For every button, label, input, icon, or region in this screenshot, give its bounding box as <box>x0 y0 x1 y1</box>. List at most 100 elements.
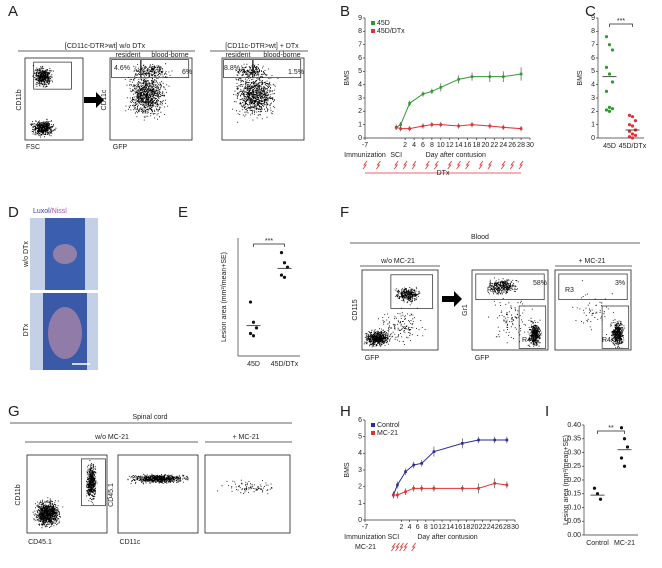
panel-letter: H <box>340 403 351 420</box>
data-point <box>505 483 509 487</box>
panel-text: resident <box>226 52 251 59</box>
stain-label: Luxol/Nissl <box>33 208 67 215</box>
data-point <box>630 124 635 128</box>
cytometry-plot <box>554 269 632 351</box>
data-point <box>394 126 398 129</box>
data-point <box>432 450 436 453</box>
panel-text: CD11b <box>15 484 22 505</box>
panel-letter: E <box>178 204 188 221</box>
x-tick-label: 10 <box>430 524 438 531</box>
y-axis-label: BMS <box>344 70 351 86</box>
panel-text: CD115 <box>352 299 359 320</box>
data-point <box>282 275 287 279</box>
x-tick-label: 8 <box>424 524 428 531</box>
data-point <box>396 493 399 497</box>
legend-label: 45D <box>377 20 390 27</box>
y-axis-label: Lesion area (mm²/mean+SE) <box>563 435 570 525</box>
data-point <box>627 113 632 117</box>
x-tick-label: 8 <box>430 142 434 149</box>
treatment-marker <box>509 160 515 170</box>
panel-letter: I <box>545 403 549 420</box>
x-tick-label: Control <box>586 540 609 547</box>
x-tick-label: 45D/DTx <box>619 143 647 150</box>
data-point <box>457 78 460 81</box>
y-tick-label: 0.40 <box>567 422 581 429</box>
significance-bracket <box>609 23 633 27</box>
y-tick-label: 6 <box>358 417 362 424</box>
treatment-label: MC-21 <box>355 544 376 551</box>
series-line <box>393 482 507 496</box>
panel-text: GFP <box>113 144 128 151</box>
panel-letter: G <box>8 403 20 420</box>
data-point <box>630 132 635 136</box>
panel-text: R4 <box>522 337 531 344</box>
panel-letter: B <box>340 3 350 20</box>
gate <box>518 305 547 349</box>
data-point <box>630 115 635 119</box>
data-point <box>610 107 615 111</box>
panel-text: CD11c <box>120 539 141 546</box>
significance-bracket <box>597 430 625 434</box>
y-tick-label: 6 <box>358 55 362 62</box>
y-tick-label: 3 <box>591 95 595 102</box>
cytometry-dots <box>124 63 173 121</box>
y-tick-label: 4 <box>358 450 362 457</box>
data-point <box>633 119 638 123</box>
y-tick-label: 9 <box>591 15 595 22</box>
data-point <box>604 89 609 93</box>
data-point <box>460 442 464 445</box>
data-point <box>421 124 425 128</box>
significance-bracket <box>253 243 285 247</box>
cytometry-dots <box>572 280 625 349</box>
data-point <box>432 487 436 490</box>
panel-text: resident <box>116 52 141 59</box>
panel-letter: C <box>585 3 596 20</box>
panel-text: Gr1 <box>462 304 469 316</box>
x-tick-label: 2 <box>403 142 407 149</box>
panel-text: 1.5% <box>288 69 304 76</box>
treatment-marker <box>391 542 396 552</box>
y-tick-label: 5 <box>358 68 362 75</box>
data-point <box>412 463 415 467</box>
data-point <box>248 331 253 336</box>
data-point <box>251 320 256 324</box>
y-tick-label: 3 <box>358 95 362 102</box>
y-tick-label: 7 <box>358 42 362 49</box>
gate <box>223 59 253 79</box>
x-tick-label: 12 <box>446 142 454 149</box>
treatment-marker <box>478 160 484 170</box>
y-tick-label: 1 <box>358 500 362 507</box>
data-point <box>619 426 624 430</box>
x-tick-label: 26 <box>508 142 516 149</box>
x-tick-label: 22 <box>490 142 498 149</box>
y-tick-label: 2 <box>358 484 362 491</box>
panel-text: 4.6% <box>114 65 130 72</box>
panel-text: 8.8% <box>224 65 240 72</box>
data-point <box>501 75 505 78</box>
y-tick-label: 4 <box>358 82 362 89</box>
data-point <box>439 86 443 89</box>
data-point <box>392 493 395 497</box>
x-tick-label: -7 <box>362 142 368 149</box>
panel-text: R3 <box>487 287 496 294</box>
x-tick-label: 16 <box>454 524 462 531</box>
stain-label: / <box>50 208 52 215</box>
y-tick-label: 2 <box>358 108 362 115</box>
data-point <box>610 48 615 52</box>
panel-text: 58% <box>533 280 547 287</box>
significance: *** <box>617 18 625 25</box>
x-tick-label: 30 <box>526 142 534 149</box>
data-point <box>470 75 474 78</box>
y-axis-label: Lesion area (mm²/mean+SE) <box>221 252 228 342</box>
panel-text: GFP <box>475 355 490 362</box>
data-point <box>627 123 632 127</box>
data-point <box>501 126 505 129</box>
y-tick-label: 6 <box>591 55 595 62</box>
y-tick-label: 1 <box>591 122 595 129</box>
treatment-marker <box>395 542 400 552</box>
treatment-marker <box>362 160 368 170</box>
x-tick-label: 10 <box>437 142 445 149</box>
data-point <box>604 35 609 39</box>
panel-text: + MC-21 <box>578 258 605 265</box>
data-point <box>421 92 425 96</box>
